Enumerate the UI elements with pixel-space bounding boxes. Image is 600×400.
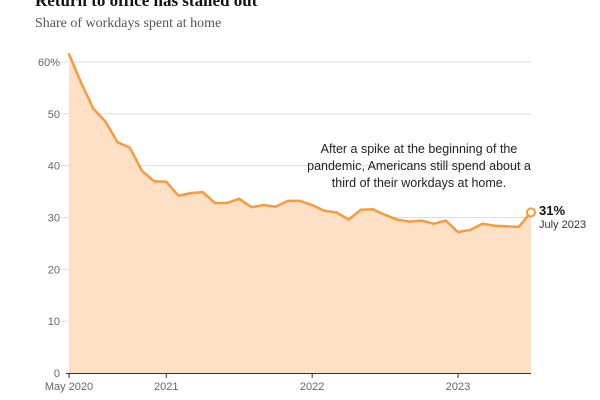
chart-annotation: After a spike at the beginning of the pa… xyxy=(307,142,531,190)
data-point xyxy=(79,81,83,84)
data-point xyxy=(371,208,375,211)
data-point xyxy=(92,107,95,110)
y-tick-label: 50 xyxy=(48,109,60,121)
data-point xyxy=(456,230,460,234)
last-value-label: 31% xyxy=(539,203,566,218)
data-point xyxy=(250,205,253,209)
data-point xyxy=(238,197,241,201)
data-point xyxy=(213,201,217,205)
last-date-label: July 2023 xyxy=(539,219,587,231)
data-point xyxy=(335,211,338,214)
chart-title: Return to office has stalled out xyxy=(35,0,258,10)
data-point xyxy=(347,218,350,221)
last-point-marker xyxy=(526,207,536,218)
x-tick-label: 2023 xyxy=(446,381,470,393)
data-point xyxy=(481,222,484,225)
data-point xyxy=(201,190,204,194)
data-point xyxy=(177,194,180,197)
data-point xyxy=(286,199,290,203)
y-tick-label: 20 xyxy=(48,264,60,276)
x-tick-label: 2021 xyxy=(154,381,178,393)
data-point xyxy=(310,203,314,207)
area-fill xyxy=(69,54,531,373)
x-tick-label: May 2020 xyxy=(45,381,93,393)
data-point xyxy=(505,225,508,228)
data-point xyxy=(408,220,411,223)
data-point xyxy=(517,225,521,229)
chart-subtitle: Share of workdays spent at home xyxy=(35,16,222,31)
y-tick-label: 60% xyxy=(38,57,60,69)
data-point xyxy=(469,228,472,232)
y-tick-label: 0 xyxy=(54,368,60,380)
data-point xyxy=(396,218,399,221)
y-tick-label: 30 xyxy=(48,213,60,225)
data-point xyxy=(165,180,168,183)
y-tick-label: 40 xyxy=(48,161,60,173)
data-point xyxy=(116,141,119,144)
data-point xyxy=(262,203,265,207)
y-tick-label: 10 xyxy=(48,316,60,328)
data-points xyxy=(67,53,533,234)
x-ticks: May 2020 2021 2022 2023 xyxy=(45,373,470,393)
data-point xyxy=(225,201,229,205)
data-point xyxy=(323,209,326,212)
data-point xyxy=(444,219,448,222)
data-point xyxy=(140,169,144,173)
data-point xyxy=(189,191,192,195)
data-point xyxy=(128,146,131,149)
data-point xyxy=(274,205,277,208)
data-point xyxy=(67,53,71,56)
data-point xyxy=(104,120,107,123)
data-point xyxy=(493,224,496,227)
data-point xyxy=(432,222,435,225)
data-point xyxy=(359,208,362,211)
data-point xyxy=(383,213,387,217)
y-tick-labels: 0 10 20 30 40 50 60% xyxy=(38,57,60,380)
data-point xyxy=(420,219,423,222)
data-point xyxy=(152,180,156,183)
x-tick-label: 2022 xyxy=(300,381,324,393)
data-point xyxy=(298,199,302,203)
